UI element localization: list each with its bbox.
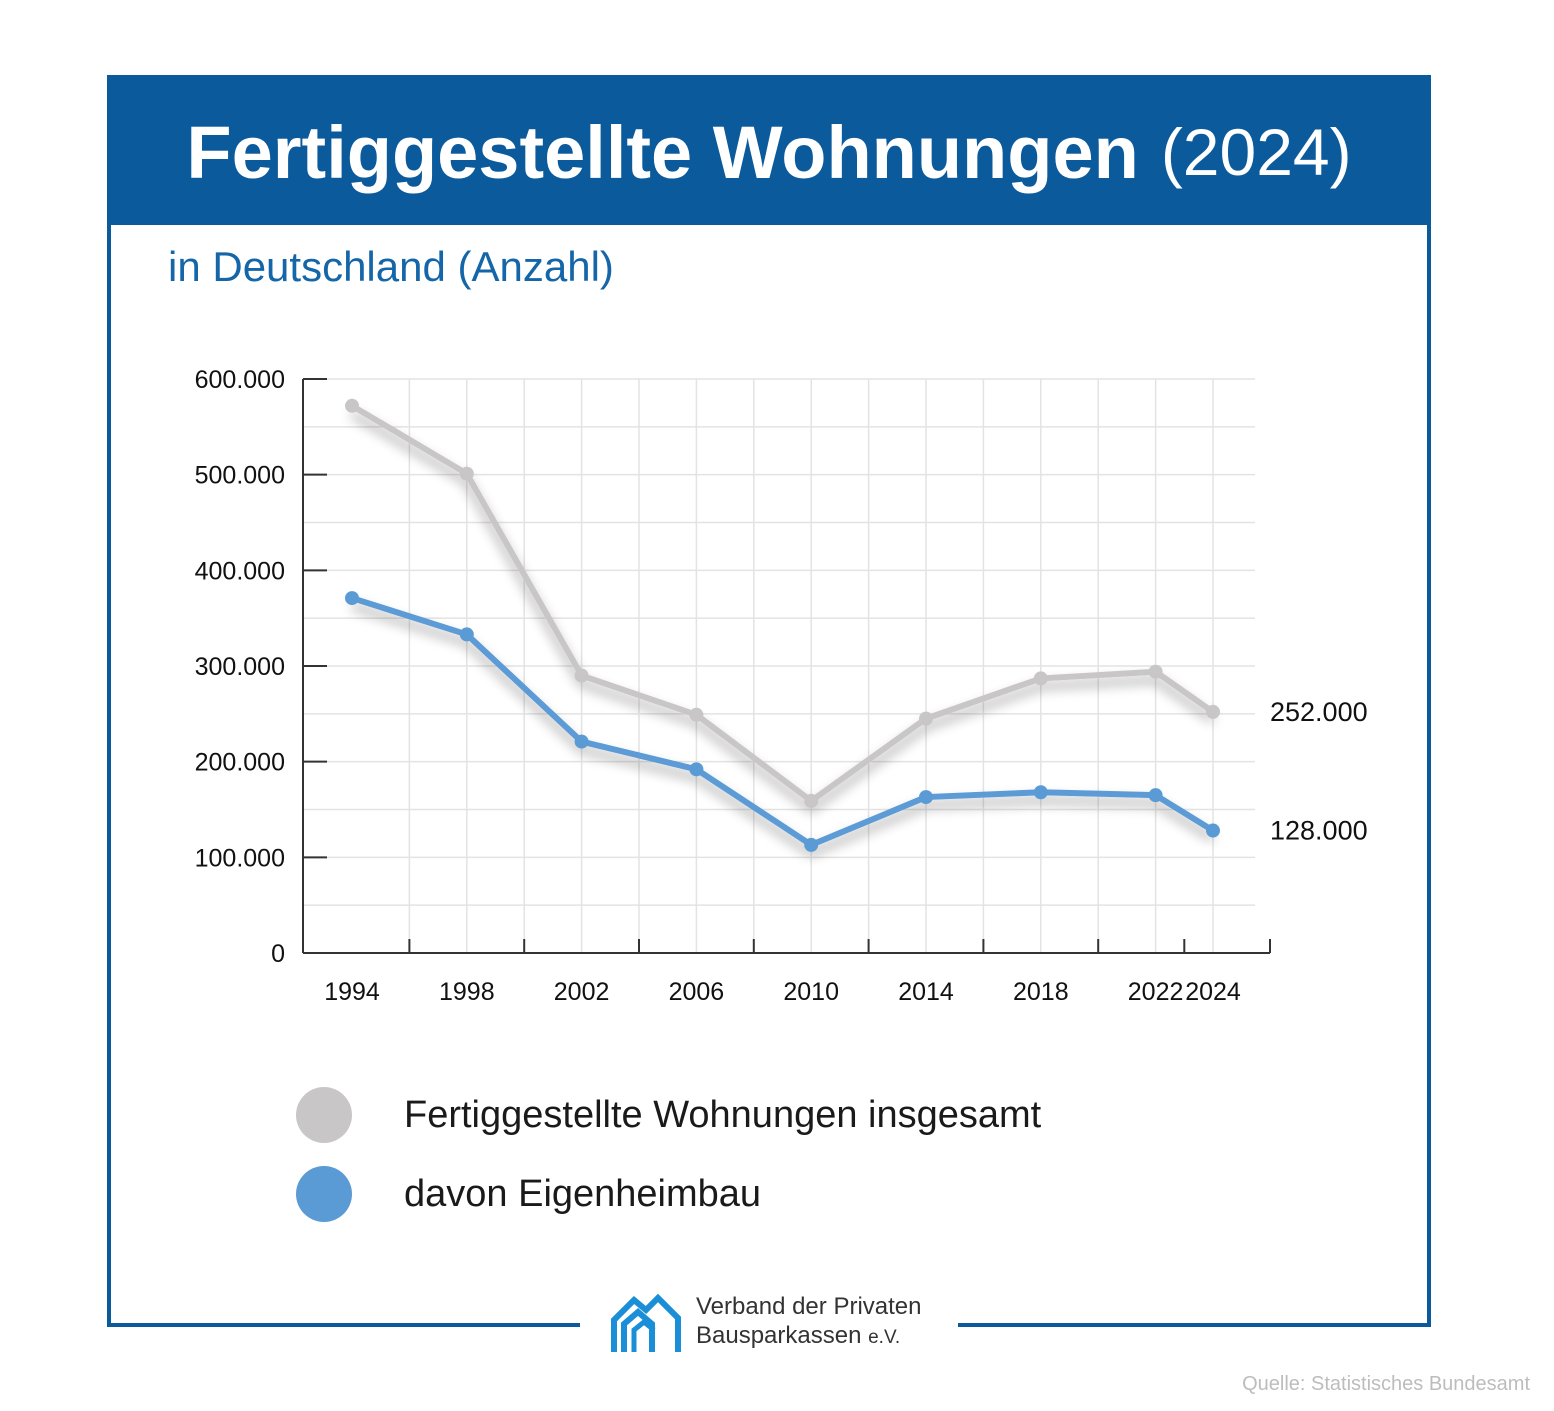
end-value-label-0: 252.000 [1270,697,1368,727]
y-tick-label: 400.000 [195,557,285,585]
legend-swatch-total [296,1087,352,1143]
x-tick-label: 2024 [1185,978,1241,1006]
legend-swatch-eigenheim [296,1166,352,1222]
data-point-1 [689,762,704,777]
data-point-1 [459,627,474,642]
y-tick-label: 600.000 [195,366,285,394]
x-tick-label: 2022 [1128,978,1184,1006]
publisher-line-1: Verband der Privaten [696,1293,922,1321]
series-line-0 [350,403,1215,804]
legend-item-eigenheim: davon Eigenheimbau [296,1166,761,1222]
x-tick-label: 1998 [439,978,495,1006]
data-point-0 [689,707,704,722]
x-tick-label: 2006 [669,978,725,1006]
footer-rule-right [958,1323,1431,1327]
publisher-name: Verband der Privaten Bausparkassen e.V. [696,1293,921,1351]
title-banner: Fertiggestellte Wohnungen (2024) [111,79,1427,225]
publisher-logo: Verband der Privaten Bausparkassen e.V. [610,1290,921,1354]
house-logo-icon [611,1293,681,1352]
x-tick-label: 1994 [324,978,380,1006]
data-point-1 [1033,785,1048,800]
data-point-0 [1033,671,1048,686]
y-tick-label: 100.000 [195,844,285,872]
data-point-0 [919,711,933,726]
chart-frame: Fertiggestellte Wohnungen (2024) in Deut… [107,75,1431,1327]
data-point-0 [345,398,359,413]
series-line-1 [351,595,1215,848]
data-point-1 [345,591,359,606]
x-tick-label: 2018 [1013,978,1069,1006]
chart-subtitle: in Deutschland (Anzahl) [168,243,614,290]
y-tick-label: 200.000 [195,749,285,777]
end-value-label-1: 128.000 [1270,816,1368,846]
x-tick-label: 2002 [554,978,610,1006]
y-tick-label: 0 [271,940,285,968]
data-point-0 [574,668,589,683]
publisher-line-2: Bausparkassen [696,1322,862,1349]
data-point-0 [459,466,474,481]
data-point-1 [1148,788,1163,803]
data-point-0 [804,793,819,808]
x-tick-label: 2014 [898,978,954,1006]
legend-label-eigenheim: davon Eigenheimbau [404,1172,762,1215]
data-point-1 [574,734,589,749]
publisher-suffix: e.V. [868,1327,901,1348]
y-tick-label: 300.000 [195,653,285,681]
x-tick-label: 2010 [783,978,839,1006]
data-point-1 [804,837,819,852]
chart-title: Fertiggestellte Wohnungen [186,110,1139,194]
data-point-0 [1148,664,1163,679]
legend-item-total: Fertiggestellte Wohnungen insgesamt [296,1087,1041,1143]
source-note: Quelle: Statistisches Bundesamt [1242,1373,1530,1395]
chart-title-year: (2024) [1160,115,1352,189]
footer-rule-left [107,1323,580,1327]
data-point-1 [919,790,933,805]
legend-label-total: Fertiggestellte Wohnungen insgesamt [404,1093,1042,1136]
y-tick-label: 500.000 [195,462,285,490]
data-point-1 [1206,823,1220,838]
data-point-0 [1206,704,1220,719]
